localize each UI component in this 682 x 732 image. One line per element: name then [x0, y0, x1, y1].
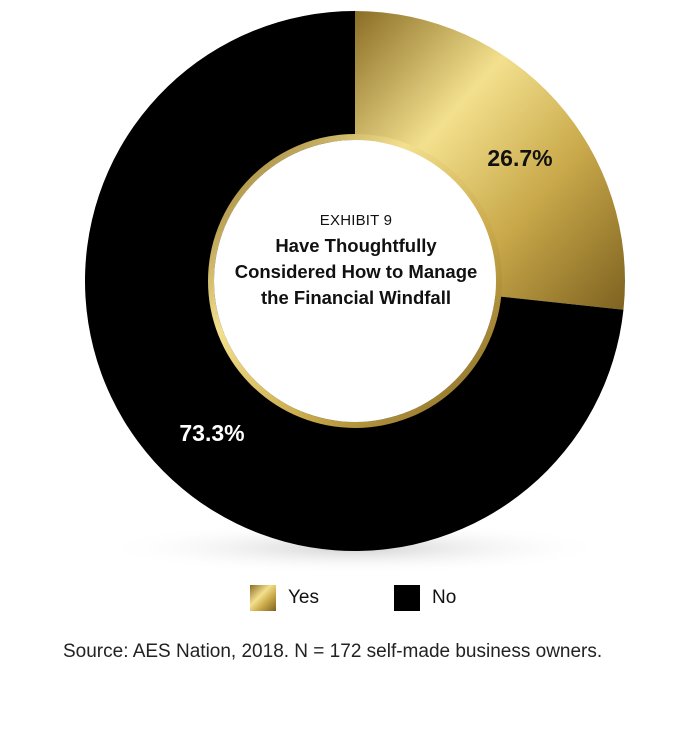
legend-item-yes: Yes: [250, 585, 319, 611]
exhibit-label: EXHIBIT 9: [319, 212, 393, 229]
donut-slice-yes: [355, 11, 625, 310]
donut-hole: [214, 140, 496, 422]
data-label-yes: 26.7%: [487, 145, 552, 171]
donut-center-label: EXHIBIT 9 Have Thoughtfully Considered H…: [226, 212, 486, 311]
source-note: Source: AES Nation, 2018. N = 172 self-m…: [63, 641, 603, 662]
donut-slice-no: [84, 11, 624, 551]
legend-label-no: No: [432, 587, 457, 608]
donut-chart: 26.7% 73.3%: [84, 11, 625, 574]
legend-label-yes: Yes: [288, 587, 319, 608]
donut-slices: [84, 11, 625, 551]
inner-gold-ring: [208, 134, 502, 428]
legend-swatch-no: [394, 585, 420, 611]
legend-item-no: No: [394, 585, 456, 611]
chart-title: Have Thoughtfully Considered How to Mana…: [234, 235, 478, 308]
data-label-no: 73.3%: [179, 420, 244, 446]
legend: Yes No: [0, 585, 682, 615]
legend-swatch-yes: [250, 585, 276, 611]
